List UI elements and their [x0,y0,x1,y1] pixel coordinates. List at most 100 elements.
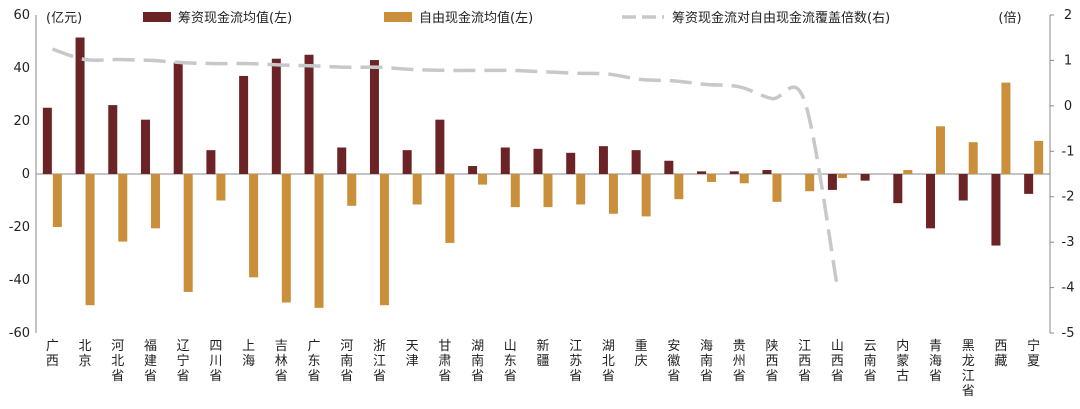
financing-cashflow-bar [827,174,837,190]
category-label: 北京 [79,339,92,369]
right-axis-unit: (倍) [998,11,1021,26]
coverage-ratio-line [51,47,840,288]
category-label: 河南省 [340,339,353,384]
financing-cashflow-bar [304,54,314,174]
category-label: 河北省 [111,339,124,384]
financing-cashflow-bar [42,107,52,174]
financing-cashflow-bar [369,60,379,174]
left-tick-label: 20 [13,114,30,129]
category-label: 广西 [46,339,59,369]
category-label: 贵州省 [733,339,746,384]
right-tick-label: 1 [1064,53,1072,68]
category-label: 湖南省 [471,339,484,384]
financing-cashflow-bar [75,37,85,174]
left-tick-label: 40 [13,61,30,76]
free-cashflow-bar [150,174,160,229]
free-cashflow-bar [183,174,193,292]
free-cashflow-bar [739,174,749,184]
left-tick-label: -40 [9,273,30,288]
financing-cashflow-bar [402,150,412,174]
category-label: 山东省 [504,339,517,384]
right-tick-label: -4 [1062,281,1075,296]
category-label: 云南省 [864,339,877,384]
category-label: 重庆 [635,338,648,369]
financing-cashflow-bar [173,62,183,175]
free-cashflow-bar [707,174,717,182]
financing-cashflow-bar [697,171,707,174]
left-tick-label: 0 [22,167,30,182]
free-cashflow-bar [903,170,913,174]
legend: 筹资现金流均值(左) 自由现金流均值(左) 筹资现金流对自由现金流覆盖倍数(右) [143,10,890,26]
legend-swatch [384,12,412,22]
financing-cashflow-bar [239,75,249,174]
category-label: 陕西省 [765,339,778,384]
financing-cashflow-bar [533,148,543,174]
free-cashflow-bar [249,174,259,278]
financing-cashflow-bar [108,105,118,174]
category-label: 宁夏 [1027,338,1040,369]
free-cashflow-bar [314,174,324,308]
free-cashflow-bar [118,174,128,242]
category-label: 辽宁省 [177,339,190,384]
free-cashflow-bar [510,174,520,208]
category-label: 海南省 [700,339,713,384]
right-tick-label: 0 [1064,99,1072,114]
category-label: 内蒙古 [896,338,909,384]
free-cashflow-bar [1001,82,1011,174]
category-label: 江西省 [798,339,811,384]
category-label: 江苏省 [569,339,582,384]
right-tick-label: 2 [1064,8,1072,23]
left-tick-label: -20 [9,220,30,235]
financing-cashflow-bar [435,119,445,174]
free-cashflow-bar [576,174,586,205]
category-label: 天津 [406,339,419,369]
category-label: 新疆 [536,338,549,369]
right-tick-label: -1 [1062,144,1075,159]
category-label: 西藏 [994,339,1007,369]
category-label: 浙江省 [373,339,386,384]
category-label: 上海 [242,339,255,369]
free-cashflow-bar [674,174,684,200]
bars [42,37,1044,308]
free-cashflow-bar [445,174,455,243]
financing-cashflow-bar [140,119,150,174]
axes: -60 -40 -20 0 20 40 60 -5 -4 -3 -2 -1 0 1 2 [9,8,1075,341]
free-cashflow-bar [85,174,95,306]
right-tick-label: -5 [1062,326,1075,341]
left-axis-unit: (亿元) [46,11,82,26]
legend-label: 自由现金流均值(左) [419,10,533,26]
right-tick-label: -3 [1062,235,1075,250]
left-tick-label: -60 [9,326,30,341]
free-cashflow-bar [543,174,553,208]
category-label: 福建省 [144,339,157,384]
coverage-line [51,47,840,288]
financing-cashflow-bar [631,150,641,174]
category-label: 黑龙江省 [962,339,975,399]
financing-cashflow-bar [958,174,968,201]
financing-cashflow-bar [598,146,608,174]
free-cashflow-bar [52,174,62,227]
free-cashflow-bar [968,142,978,174]
financing-cashflow-bar [337,147,347,174]
financing-cashflow-bar [860,174,870,181]
category-label: 湖北省 [602,339,615,384]
free-cashflow-bar [1034,140,1044,175]
financing-cashflow-bar [1024,174,1034,194]
financing-cashflow-bar [664,160,674,174]
category-label: 四川省 [209,339,222,384]
financing-cashflow-bar [926,174,936,229]
free-cashflow-bar [608,174,618,214]
legend-label: 筹资现金流均值(左) [178,10,292,26]
financing-cashflow-bar [566,152,576,174]
right-tick-label: -2 [1062,190,1075,205]
free-cashflow-bar [412,174,422,205]
financing-cashflow-bar [762,170,772,174]
category-label: 吉林省 [275,339,288,384]
financing-cashflow-bar [991,174,1001,246]
financing-cashflow-bar [893,174,903,204]
free-cashflow-bar [379,174,389,306]
free-cashflow-bar [478,174,488,185]
